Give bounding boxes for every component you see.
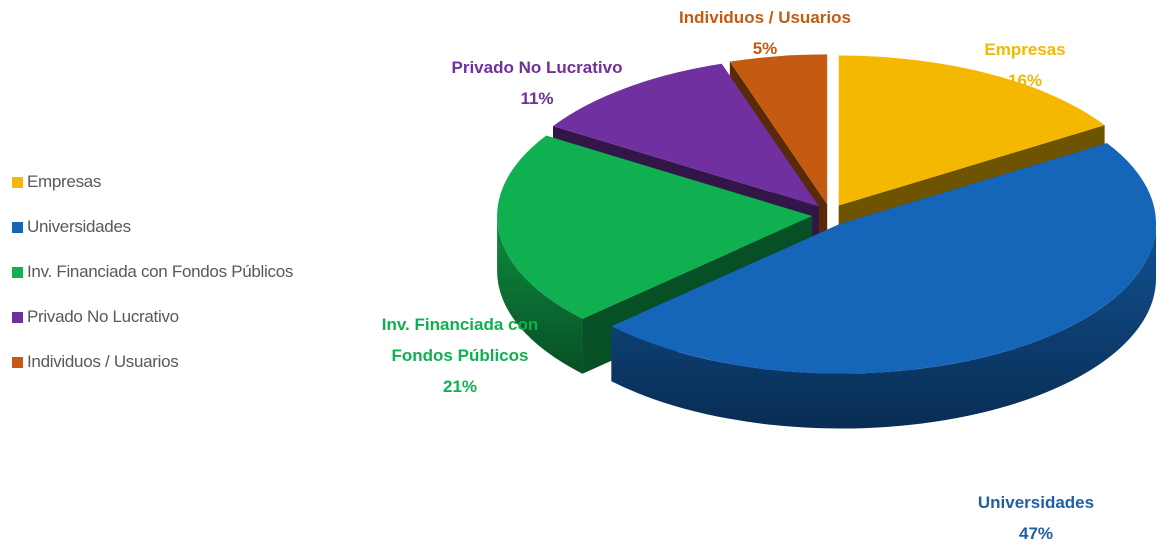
legend-swatch [12,221,23,233]
data-label: Privado No Lucrativo 11% [407,52,667,114]
slice-top [553,63,819,207]
legend-swatch [12,311,23,323]
legend-item: Individuos / Usuarios [12,352,179,372]
legend-item: Empresas [12,172,101,192]
legend-text: Empresas [27,172,102,191]
label-value: 5% [752,39,778,58]
data-label: Empresas 16% [910,34,1140,96]
data-label: Inv. Financiada con Fondos Públicos 21% [360,309,560,402]
label-value: 47% [1018,524,1054,543]
data-label: Individuos / Usuarios 5% [635,2,895,64]
legend-text: Inv. Financiada con Fondos Públicos [27,262,294,281]
legend-text: Universidades [27,217,131,236]
legend-item: Inv. Financiada con Fondos Públicos [12,262,293,282]
label-name: Inv. Financiada con Fondos Públicos [381,315,539,365]
label-name: Universidades [977,493,1095,512]
legend-swatch [12,176,23,188]
label-value: 21% [442,377,478,396]
slice [611,143,1157,429]
slice-top [729,54,828,205]
slice-wall [497,216,583,374]
legend-swatch [12,356,23,368]
slice-top [838,55,1105,206]
label-name: Individuos / Usuarios [679,8,851,27]
data-label: Universidades 47% [921,487,1151,549]
label-name: Privado No Lucrativo [451,58,623,77]
slice-top [497,135,813,319]
legend-text: Individuos / Usuarios [27,352,179,371]
legend-swatch [12,266,23,278]
slice-wall [611,223,1157,429]
legend-text: Privado No Lucrativo [27,307,179,326]
label-value: 16% [1007,71,1043,90]
label-name: Empresas [984,40,1066,59]
label-value: 11% [520,89,554,108]
legend-item: Privado No Lucrativo [12,307,179,327]
legend-item: Universidades [12,217,131,237]
slice-top [611,143,1157,374]
